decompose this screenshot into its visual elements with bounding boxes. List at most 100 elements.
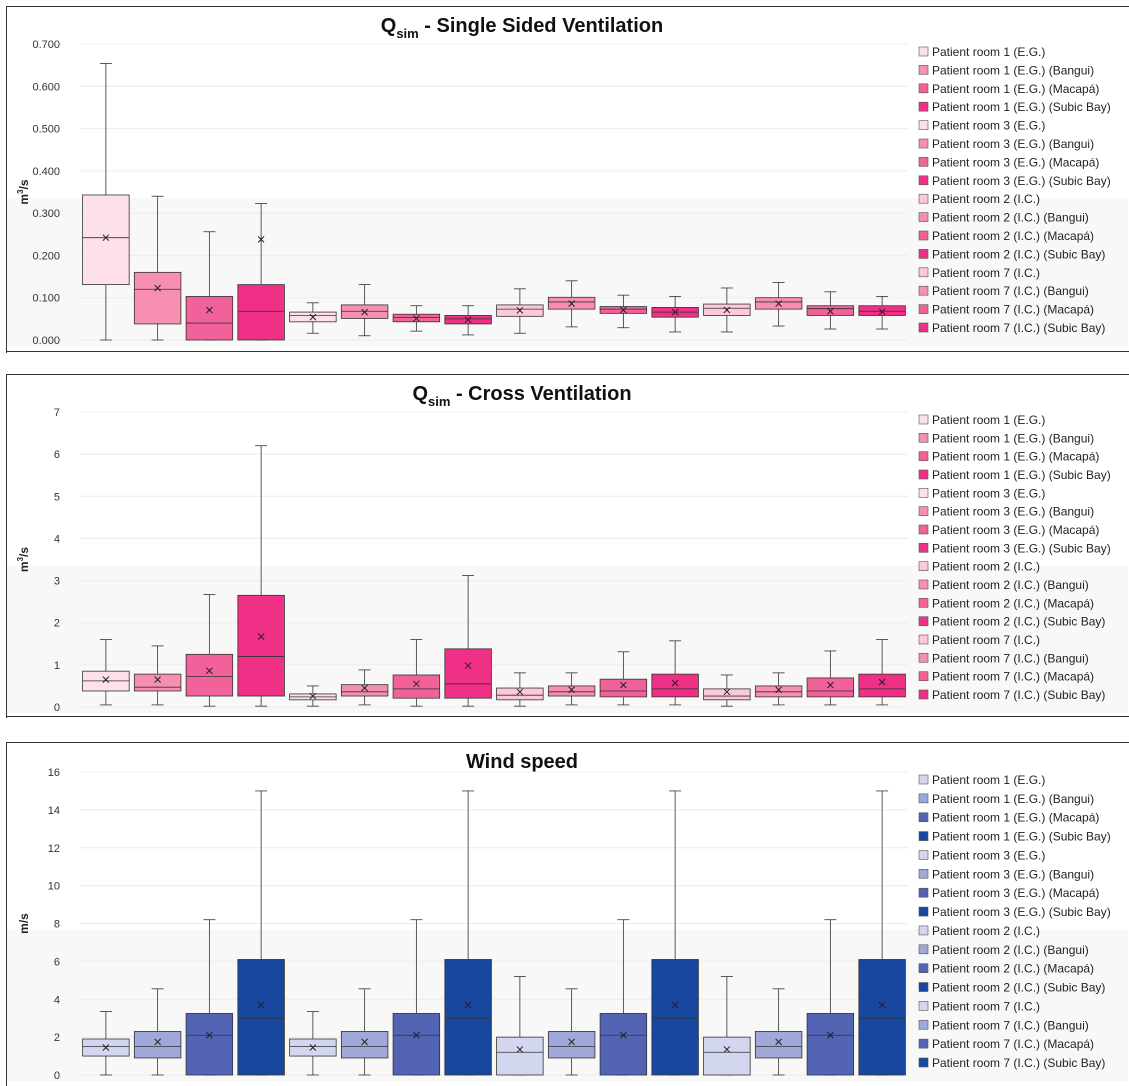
legend-label: Patient room 3 (E.G.) [932, 119, 1045, 133]
legend-swatch [918, 230, 929, 241]
mean-marker [878, 308, 886, 316]
box-iqr [237, 959, 285, 1076]
mean-marker [568, 1038, 575, 1046]
legend-label: Patient room 1 (E.G.) (Subic Bay) [932, 468, 1111, 482]
legend-swatch [918, 138, 929, 149]
mean-marker [309, 692, 317, 700]
legend-swatch [918, 598, 929, 608]
chart-title: Qsim - Cross Ventilation [412, 383, 631, 409]
box-plot-8 [444, 575, 492, 707]
y-tick-label: 0.100 [32, 293, 60, 305]
legend-label: Patient room 3 (E.G.) [932, 848, 1045, 862]
box-plot-4 [237, 790, 285, 1076]
mean-marker [464, 662, 472, 670]
y-tick-label: 12 [48, 843, 60, 855]
mean-marker [257, 236, 265, 243]
box-iqr [496, 687, 544, 701]
legend-label: Patient room 1 (E.G.) (Subic Bay) [932, 100, 1111, 114]
mean-marker [154, 284, 161, 292]
legend-swatch [918, 249, 929, 259]
mean-marker [620, 1031, 627, 1039]
box-plot-14 [754, 988, 803, 1076]
legend-swatch [918, 469, 929, 480]
box-plot-5 [289, 1011, 337, 1076]
chart-panel-single-sided: Qsim - Single Sided Ventilation m3/s 0.000… [6, 6, 1129, 353]
mean-marker [620, 306, 627, 314]
legend-label: Patient room 3 (E.G.) (Bangui) [932, 867, 1094, 881]
mean-marker [568, 300, 575, 307]
box-iqr [185, 296, 234, 341]
y-tick-label: 0.700 [32, 39, 60, 51]
legend-swatch [918, 65, 929, 75]
y-tick-label: 5 [54, 491, 60, 503]
mean-marker [464, 316, 472, 324]
y-tick-label: 4 [54, 533, 60, 545]
mean-marker [775, 300, 782, 307]
legend-swatch [918, 543, 929, 553]
y-axis-label-main: m/s [17, 913, 31, 934]
legend-label: Patient room 7 (I.C.) (Subic Bay) [932, 688, 1105, 702]
legend-swatch [918, 1019, 929, 1030]
mean-marker [775, 1038, 782, 1046]
legend-swatch [918, 887, 929, 898]
box-plot-11 [599, 294, 648, 329]
y-tick-label: 0 [54, 1070, 60, 1082]
legend-label: Patient room 3 (E.G.) (Subic Bay) [932, 905, 1111, 919]
legend-swatch [918, 616, 929, 626]
mean-marker [309, 1044, 317, 1051]
legend-swatch [918, 812, 929, 823]
box-iqr [858, 673, 906, 698]
legend-label: Patient room 2 (I.C.) [932, 560, 1040, 574]
mean-marker [361, 684, 368, 692]
legend-swatch [918, 285, 929, 296]
legend-swatch [918, 322, 929, 333]
legend-swatch [918, 1038, 929, 1049]
chart-title-rest: - Cross Ventilation [450, 383, 631, 405]
box-iqr [599, 678, 648, 698]
y-tick-label: 0.600 [32, 81, 60, 93]
y-tick-label: 4 [54, 994, 60, 1006]
legend-swatch [918, 869, 929, 879]
mean-marker [361, 1038, 368, 1046]
box-iqr [754, 1031, 803, 1059]
chart-title-subscript: sim [396, 26, 418, 41]
box-plot-8 [444, 790, 492, 1076]
legend-label: Patient room 2 (I.C.) (Bangui) [932, 578, 1089, 592]
legend-swatch [918, 1001, 929, 1011]
y-axis-label-main: m [17, 194, 31, 205]
box-plot-3 [185, 919, 234, 1076]
box-plot-4 [237, 203, 285, 341]
legend-label: Patient room 3 (E.G.) (Subic Bay) [932, 541, 1111, 555]
mean-marker [827, 681, 834, 689]
mean-marker [827, 1031, 834, 1039]
legend-label: Patient room 7 (I.C.) (Macapá) [932, 303, 1094, 317]
box-iqr [340, 1031, 389, 1059]
legend-label: Patient room 2 (I.C.) (Subic Bay) [932, 981, 1105, 995]
box-iqr [133, 1031, 182, 1059]
box-iqr [133, 673, 182, 692]
mean-marker [154, 676, 161, 683]
box-plot-12 [651, 790, 699, 1076]
legend-swatch [918, 982, 929, 992]
y-axis-label-rest: /s [17, 547, 31, 557]
y-tick-label: 10 [48, 881, 60, 893]
box-iqr [547, 685, 596, 697]
box-iqr [703, 688, 751, 701]
chart-title: Wind speed [466, 751, 578, 773]
box-plot-9 [496, 976, 544, 1076]
legend-swatch [918, 963, 929, 973]
box-plot-16 [858, 639, 906, 706]
chart-wind-svg: Wind speed m/s 0 2 4 6 8 10 12 14 16 Patient room 1… [6, 742, 1129, 1086]
box-plot-10 [547, 672, 596, 706]
legend-label: Patient room 3 (E.G.) (Subic Bay) [932, 174, 1111, 188]
legend-label: Patient room 2 (I.C.) [932, 192, 1040, 206]
y-tick-label: 14 [48, 805, 60, 817]
legend-label: Patient room 2 (I.C.) (Subic Bay) [932, 247, 1105, 261]
box-plot-6 [340, 284, 389, 337]
y-tick-label: 0.400 [32, 166, 60, 178]
box-plot-16 [858, 790, 906, 1076]
mean-marker [206, 1031, 213, 1039]
mean-marker [827, 307, 834, 315]
y-axis-label-sup: 3 [16, 556, 25, 561]
box-iqr [444, 648, 492, 699]
